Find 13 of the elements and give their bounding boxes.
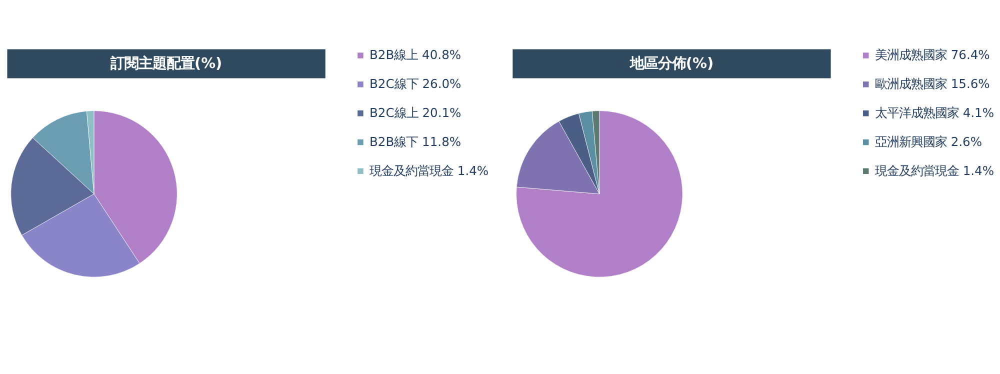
- legend-label: 現金及約當現金 1.4%: [874, 164, 994, 178]
- legend-label: 亞洲新興國家 2.6%: [874, 134, 982, 149]
- legend-label: B2C線下 26.0%: [369, 76, 462, 91]
- pie-slice: [516, 110, 683, 278]
- legend-label: B2B線下 11.8%: [369, 134, 462, 149]
- legend-label: 美洲成熟國家 76.4%: [874, 48, 990, 62]
- legend-label: B2B線上 40.8%: [369, 48, 462, 62]
- legend-label: 歐洲成熟國家 15.6%: [874, 76, 990, 91]
- text: 地區分佈(%): [628, 56, 714, 72]
- legend-label: 太平洋成熟國家 4.1%: [874, 106, 994, 120]
- legend-label: B2C線上 20.1%: [369, 106, 462, 120]
- legend-label: 現金及約當現金 1.4%: [369, 164, 489, 178]
- text: 訂閱主題配置(%): [109, 55, 222, 72]
